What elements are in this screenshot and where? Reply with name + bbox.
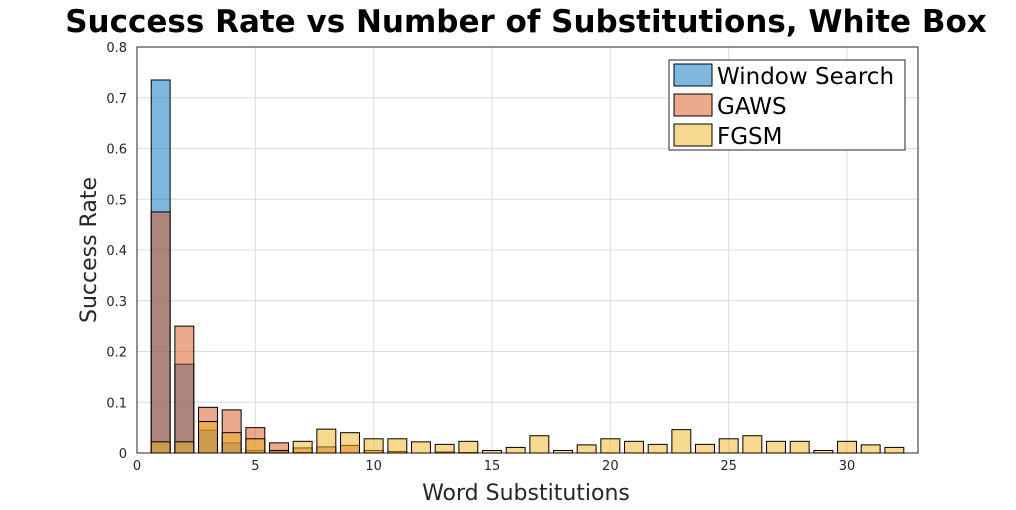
bar-fgsm-10 [363,438,384,454]
bar-fgsm-9 [340,432,360,454]
x-tick-label: 5 [251,459,259,474]
bar-fgsm-23 [671,429,692,454]
bar-fgsm-15 [482,449,502,454]
y-tick-label: 0.2 [106,346,127,361]
x-tick-label: 0 [133,459,141,474]
bar-fgsm-22 [647,443,668,454]
bar-fgsm-16 [505,446,526,454]
bar-fgsm-1 [150,441,171,454]
bar-fgsm-25 [718,438,739,454]
legend: Window Search GAWS FGSM [668,59,906,151]
bar-fgsm-14 [458,440,479,454]
bar-fgsm-2 [174,441,195,454]
y-tick-label: 0.1 [106,396,127,411]
y-tick-label: 0.4 [106,244,127,259]
y-tick-label: 0.5 [106,193,127,208]
legend-label-window-search: Window Search [717,64,894,90]
y-tick-label: 0.7 [106,92,127,107]
bar-fgsm-29 [813,449,834,454]
bar-fgsm-11 [387,438,408,454]
bar-fgsm-32 [884,446,905,454]
bar-fgsm-17 [529,435,550,454]
bar-fgsm-5 [245,438,266,454]
bar-fgsm-13 [434,443,455,454]
x-tick-label: 30 [839,459,856,474]
bar-fgsm-24 [695,443,715,454]
x-tick-label: 20 [602,459,619,474]
bar-fgsm-8 [316,428,337,454]
chart-title: Success Rate vs Number of Substitutions,… [65,4,987,40]
bar-fgsm-26 [742,435,763,454]
y-tick-label: 0 [119,447,127,462]
bar-fgsm-18 [553,449,573,454]
y-tick-label: 0.6 [106,143,127,158]
y-tick-label: 0.8 [106,41,127,56]
bar-fgsm-19 [576,444,597,454]
x-tick-label: 15 [484,459,501,474]
y-tick-label: 0.3 [106,295,127,310]
bar-fgsm-4 [221,432,242,454]
bar-fgsm-30 [837,440,857,454]
legend-label-gaws: GAWS [717,94,787,120]
legend-swatch-window-search [673,63,713,87]
bar-fgsm-20 [600,438,621,454]
bar-fgsm-3 [198,421,218,454]
bar-fgsm-21 [624,440,644,454]
legend-label-fgsm: FGSM [717,124,783,150]
bar-fgsm-12 [411,441,431,454]
legend-swatch-gaws [673,93,713,117]
plot-area-frame [136,46,919,454]
bars [150,79,905,454]
tick-labels: 0 5 10 15 20 25 30 0 0.1 0.2 0.3 0.4 0.5 0.6 0.7 0.8 [106,41,855,474]
grid [137,47,918,453]
bar-fgsm-31 [860,444,881,454]
bar-fgsm-6 [269,449,289,454]
bar-fgsm-7 [292,440,313,454]
bar-gaws-1 [150,211,171,454]
bar-gaws-2 [174,325,195,454]
bar-fgsm-27 [766,440,786,454]
y-axis-label: Success Rate [77,177,102,323]
legend-swatch-fgsm [673,123,713,147]
bar-fgsm-28 [789,440,810,454]
x-axis-label: Word Substitutions [422,481,630,506]
x-tick-label: 25 [720,459,737,474]
x-tick-label: 10 [365,459,382,474]
